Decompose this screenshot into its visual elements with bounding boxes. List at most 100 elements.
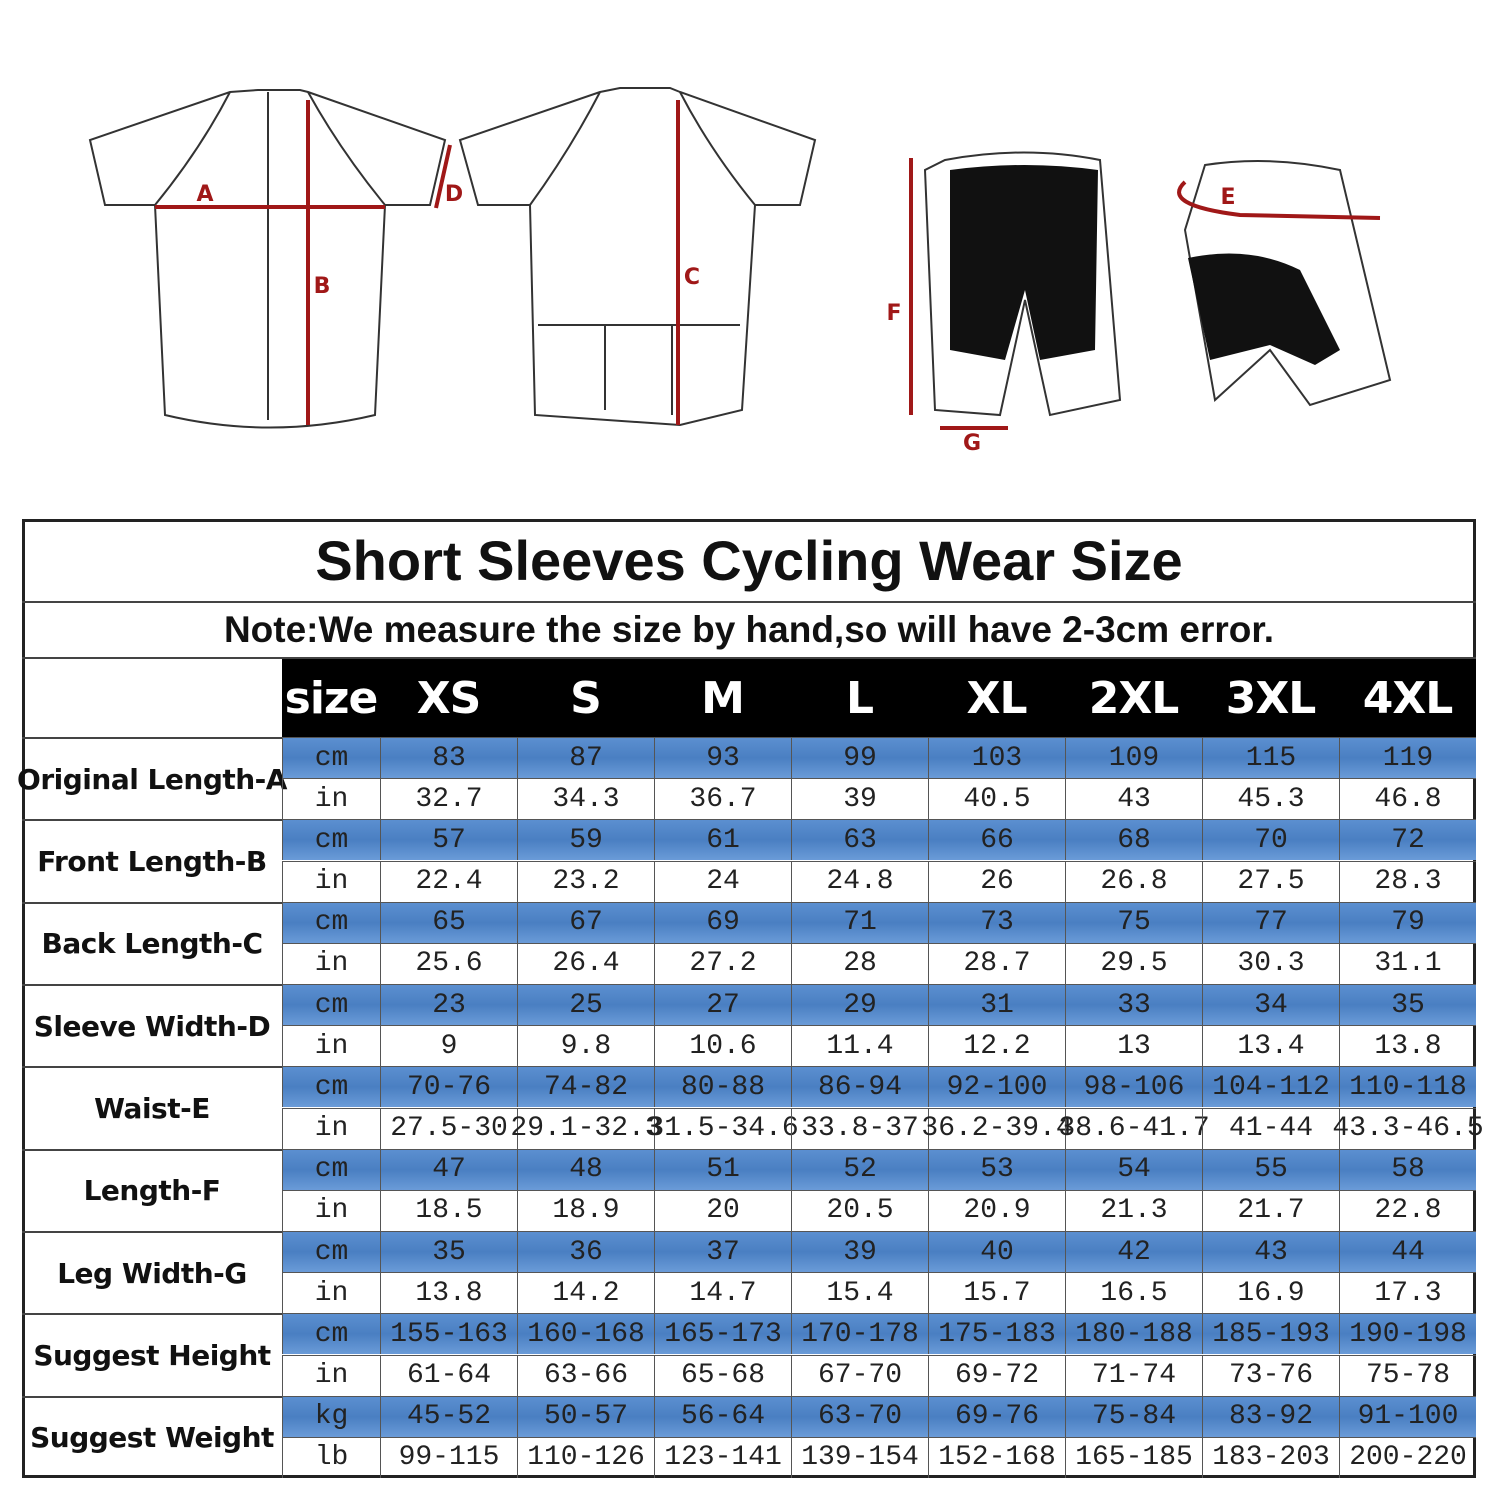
shorts-front (923, 151, 1122, 417)
jersey-front (88, 89, 447, 429)
unit: cm (282, 901, 380, 943)
size-value: 25 (517, 984, 654, 1026)
size-value: 20.9 (928, 1189, 1065, 1231)
size-value: 24 (654, 860, 791, 902)
size-value: 190-198 (1339, 1313, 1476, 1355)
size-value: 75-84 (1065, 1395, 1202, 1437)
size-value: 24.8 (791, 860, 928, 902)
size-value: 67 (517, 901, 654, 943)
size-value: 39 (791, 1231, 928, 1273)
row-label: Suggest Weight (22, 1395, 282, 1478)
size-value: 99-115 (380, 1436, 517, 1478)
unit: in (282, 1107, 380, 1149)
size-value: 74-82 (517, 1066, 654, 1108)
row-label: Back Length-C (22, 901, 282, 984)
unit: in (282, 778, 380, 820)
size-value: 31.5-34.6 (647, 1107, 799, 1149)
row-label: Waist-E (22, 1066, 282, 1148)
size-value: 10.6 (654, 1025, 791, 1067)
size-value: 13.8 (380, 1272, 517, 1314)
size-value: 99 (791, 737, 928, 779)
size-value: 69-76 (928, 1395, 1065, 1437)
size-header: XS (380, 659, 517, 737)
size-value: 27.5 (1202, 860, 1339, 902)
size-value: 21.3 (1065, 1189, 1202, 1231)
size-value: 86-94 (791, 1066, 928, 1108)
size-value: 35 (380, 1231, 517, 1273)
row-label: Sleeve Width-D (22, 984, 282, 1066)
size-value: 20 (654, 1189, 791, 1231)
size-value: 61 (654, 819, 791, 861)
size-value: 16.5 (1065, 1272, 1202, 1314)
size-value: 79 (1339, 901, 1476, 943)
size-header: M (654, 659, 791, 737)
unit: cm (282, 1231, 380, 1273)
size-value: 53 (928, 1148, 1065, 1190)
size-value: 57 (380, 819, 517, 861)
measure-label: D (445, 182, 463, 207)
size-value: 71-74 (1065, 1354, 1202, 1396)
size-value: 175-183 (928, 1313, 1065, 1355)
size-value: 75 (1065, 901, 1202, 943)
size-value: 70-76 (380, 1066, 517, 1108)
size-value: 31 (928, 984, 1065, 1026)
size-header: 3XL (1202, 659, 1339, 737)
unit: in (282, 1189, 380, 1231)
size-value: 22.4 (380, 860, 517, 902)
size-value: 66 (928, 819, 1065, 861)
size-value: 13.8 (1339, 1025, 1476, 1067)
size-value: 119 (1339, 737, 1476, 779)
size-value: 39 (791, 778, 928, 820)
table-note: Note:We measure the size by hand,so will… (22, 603, 1476, 659)
size-value: 28.7 (928, 942, 1065, 984)
size-value: 110-126 (517, 1436, 654, 1478)
jersey-back (458, 87, 817, 427)
size-value: 165-173 (654, 1313, 791, 1355)
size-value: 37 (654, 1231, 791, 1273)
size-value: 15.7 (928, 1272, 1065, 1314)
size-value: 170-178 (791, 1313, 928, 1355)
size-value: 32.7 (380, 778, 517, 820)
measure-label: B (314, 274, 331, 299)
unit: in (282, 1272, 380, 1314)
size-value: 92-100 (928, 1066, 1065, 1108)
size-value: 13 (1065, 1025, 1202, 1067)
size-value: 23 (380, 984, 517, 1026)
size-value: 29.1-32.3 (510, 1107, 662, 1149)
size-value: 63 (791, 819, 928, 861)
size-value: 93 (654, 737, 791, 779)
size-value: 26.4 (517, 942, 654, 984)
size-value: 185-193 (1202, 1313, 1339, 1355)
size-value: 33.8-37 (791, 1107, 928, 1149)
measure-label: E (1220, 185, 1235, 210)
size-value: 68 (1065, 819, 1202, 861)
size-value: 12.2 (928, 1025, 1065, 1067)
size-value: 27.5-30 (380, 1107, 517, 1149)
measure-label: G (963, 431, 981, 456)
unit: lb (282, 1436, 380, 1478)
jersey-front-seams (154, 91, 386, 420)
size-value: 28.3 (1339, 860, 1476, 902)
size-value: 139-154 (791, 1436, 928, 1478)
size-header: 2XL (1065, 659, 1202, 737)
table-title: Short Sleeves Cycling Wear Size (22, 519, 1476, 603)
unit: in (282, 860, 380, 902)
size-value: 47 (380, 1148, 517, 1190)
size-header: L (791, 659, 928, 737)
size-value: 115 (1202, 737, 1339, 779)
shorts-side (1183, 160, 1392, 407)
unit: cm (282, 819, 380, 861)
size-value: 20.5 (791, 1189, 928, 1231)
size-value: 75-78 (1339, 1354, 1476, 1396)
size-value: 33 (1065, 984, 1202, 1026)
size-value: 22.8 (1339, 1189, 1476, 1231)
size-value: 29.5 (1065, 942, 1202, 984)
size-diagram: A B C D E F G (88, 87, 1392, 456)
size-value: 87 (517, 737, 654, 779)
unit: cm (282, 1313, 380, 1355)
size-value: 69-72 (928, 1354, 1065, 1396)
size-value: 40.5 (928, 778, 1065, 820)
size-value: 38.6-41.7 (1058, 1107, 1210, 1149)
size-value: 26.8 (1065, 860, 1202, 902)
